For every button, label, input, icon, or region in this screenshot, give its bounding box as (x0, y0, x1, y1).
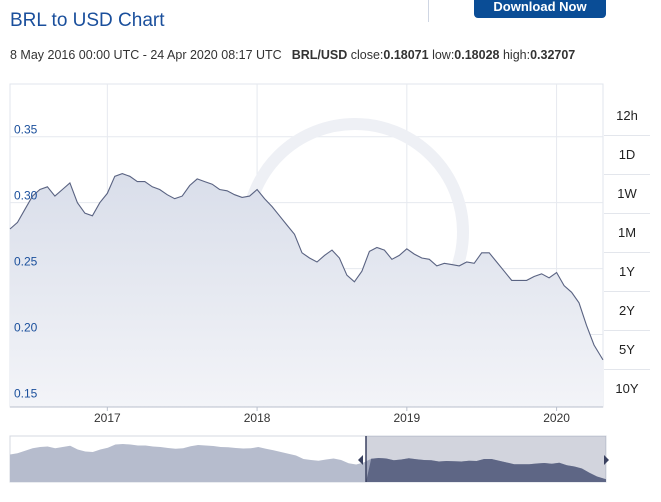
x-tick-label: 2019 (393, 411, 420, 425)
x-axis: 2017 2018 2019 2020 (94, 407, 570, 425)
low-label: low: (432, 48, 455, 62)
range-selector: 12h 1D 1W 1M 1Y 2Y 5Y 10Y (604, 97, 650, 408)
x-tick-label: 2020 (543, 411, 570, 425)
range-button-2y[interactable]: 2Y (604, 291, 650, 330)
range-button-5y[interactable]: 5Y (604, 330, 650, 369)
range-button-10y[interactable]: 10Y (604, 369, 650, 408)
area-fill (10, 173, 603, 407)
y-tick-label: 0.25 (14, 255, 38, 269)
series-line (9, 173, 604, 361)
low-value: 0.18028 (454, 48, 500, 62)
header-divider (428, 0, 429, 22)
navigator-selected-area (366, 458, 606, 482)
range-button-1y[interactable]: 1Y (604, 252, 650, 291)
y-tick-label: 0.15 (14, 386, 38, 400)
range-button-1m[interactable]: 1M (604, 213, 650, 252)
range-button-1d[interactable]: 1D (604, 135, 650, 174)
y-axis: 0.35 0.30 0.25 0.20 0.15 (14, 123, 38, 401)
x-tick-label: 2018 (244, 411, 271, 425)
high-value: 0.32707 (530, 48, 576, 62)
pair-label: BRL/USD (291, 48, 348, 62)
high-label: high: (502, 48, 531, 62)
range-button-1w[interactable]: 1W (604, 174, 650, 213)
navigator-right-handle[interactable] (604, 455, 609, 465)
rate-summary: 8 May 2016 00:00 UTC - 24 Apr 2020 08:17… (10, 48, 575, 62)
y-tick-label: 0.30 (14, 189, 38, 203)
x-tick-label: 2017 (94, 411, 121, 425)
page-title: BRL to USD Chart (10, 10, 165, 31)
navigator-left-handle[interactable] (358, 455, 363, 465)
range-button-12h[interactable]: 12h (616, 108, 638, 123)
close-label: close: (350, 48, 384, 62)
close-value: 0.18071 (383, 48, 429, 62)
y-tick-label: 0.35 (14, 123, 38, 137)
period-text: 8 May 2016 00:00 UTC - 24 Apr 2020 08:17… (10, 48, 282, 62)
download-button[interactable]: Download Now (474, 0, 606, 18)
y-tick-label: 0.20 (14, 320, 38, 334)
range-navigator[interactable] (9, 435, 609, 483)
